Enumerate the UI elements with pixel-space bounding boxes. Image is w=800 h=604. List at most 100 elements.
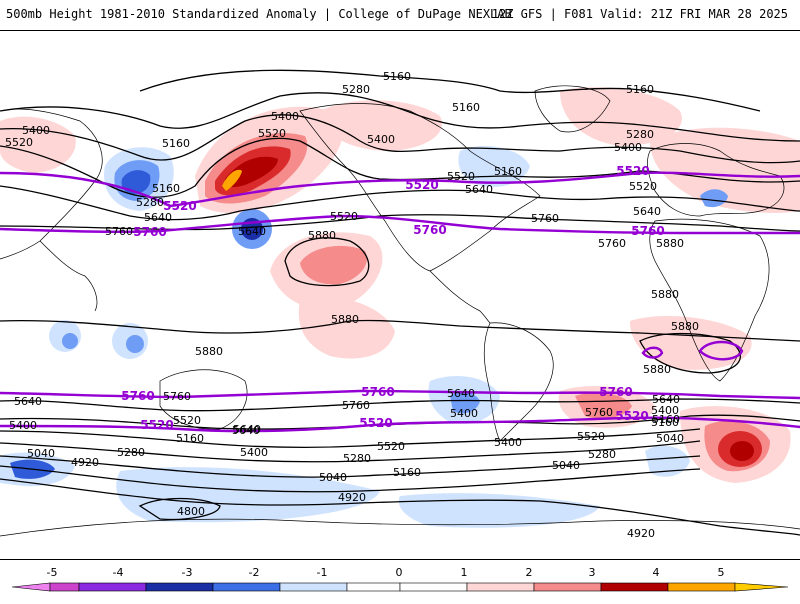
colorbar-segments	[11, 582, 789, 592]
anomaly-pos-north-atlantic	[560, 87, 682, 146]
contour-label: 5400	[22, 124, 50, 137]
colorbar-tick-label: -5	[47, 566, 58, 579]
anomaly-neg-southern-ocean-east	[645, 445, 690, 477]
map-title: 500mb Height 1981-2010 Standardized Anom…	[6, 7, 512, 21]
height-contours-purple	[0, 171, 800, 433]
contour-label: 5040	[656, 432, 684, 445]
contour-label: 5880	[195, 345, 223, 358]
anomaly-neg-nw-pacific-3	[121, 170, 151, 194]
contour-label: 4920	[338, 491, 366, 504]
colorbar-arrow-left	[11, 582, 51, 592]
coastline-europe	[647, 143, 785, 217]
contour-label: 5640	[238, 225, 266, 238]
anomaly-neg-indian-ocean-1-core	[62, 333, 78, 349]
colorbar-tick-label: -3	[182, 566, 193, 579]
purple-contour-label: 5520	[616, 164, 649, 178]
contour-label: 5880	[308, 229, 336, 242]
contour-label: 5160	[152, 182, 180, 195]
contour-label: 5880	[643, 363, 671, 376]
anomaly-neg-indian-ocean-2-core	[126, 335, 144, 353]
contour-5400-north	[0, 114, 800, 164]
purple-5520-africa-loop-2	[698, 340, 744, 361]
contour-label: 5880	[331, 313, 359, 326]
contour-label: 5640	[633, 205, 661, 218]
contour-label: 5280	[342, 83, 370, 96]
contour-label: 5520	[447, 170, 475, 183]
contour-label: 5040	[552, 459, 580, 472]
contour-label: 5880	[656, 237, 684, 250]
colorbar-ticks: -5 -4 -3 -2 -1 0 1 2 3 4 5	[47, 566, 725, 579]
colorbar-seg-pos15	[466, 582, 535, 592]
colorbar-seg-pos45	[667, 582, 736, 592]
contour-5640-south	[0, 398, 800, 412]
contour-label: 5280	[117, 446, 145, 459]
contour-5040-south	[0, 465, 701, 493]
purple-5760-north	[0, 214, 800, 235]
colorbar-seg-neg15	[279, 582, 348, 592]
contour-label: 5280	[343, 452, 371, 465]
contour-labels-black: 5160 5160 5280 5400 5520 5400 5160 5400 …	[5, 70, 699, 540]
anomaly-pos-s-atlantic-2	[575, 392, 632, 419]
anomaly-neg-europe-small	[700, 189, 728, 208]
contour-label: 5640	[465, 183, 493, 196]
anomaly-pos-asia-edge	[0, 116, 76, 173]
contour-5880-tropics	[0, 319, 800, 342]
contour-label: 5160	[393, 466, 421, 479]
contour-label: 5520	[5, 136, 33, 149]
contour-5160-north	[139, 69, 761, 112]
contour-label: 5760	[585, 406, 613, 419]
coastline-greenland	[534, 85, 611, 133]
contour-label: 5400	[450, 407, 478, 420]
contour-label: 5640	[233, 423, 261, 436]
contour-label: 5400	[271, 110, 299, 123]
anomaly-neg-southern-ocean	[116, 467, 380, 523]
contour-label: 5280	[136, 196, 164, 209]
purple-5520-africa-loop-1	[641, 346, 664, 359]
contour-label: 5760	[105, 225, 133, 238]
contour-label: 5400	[367, 133, 395, 146]
contour-4920-south	[0, 478, 800, 536]
colorbar-seg-neg45	[78, 582, 147, 592]
contour-label: 5400	[240, 446, 268, 459]
contour-label: 5520	[258, 127, 286, 140]
contour-label: 5760	[531, 212, 559, 225]
anomaly-colorbar: -5 -4 -3 -2 -1 0 1 2 3 4 5	[0, 560, 800, 600]
contour-label: 5160	[626, 83, 654, 96]
colorbar-seg-neg05	[346, 582, 401, 592]
contour-label: 5640	[652, 393, 680, 406]
purple-contour-label: 5520	[163, 199, 196, 213]
contour-label: 5160	[452, 101, 480, 114]
coastline-antarctica	[0, 518, 800, 537]
purple-contour-label: 5520	[140, 418, 173, 432]
contour-label: 5760	[342, 399, 370, 412]
contour-label: 5160	[162, 137, 190, 150]
contour-label: 5040	[319, 471, 347, 484]
anomaly-pos-ne-pacific-4	[225, 156, 278, 188]
contour-label: 5520	[330, 210, 358, 223]
contour-5520-north	[0, 137, 800, 198]
contour-labels-purple: 5520 5760 5520 5760 5520 5760 5760 5520 …	[121, 164, 664, 432]
coastline-south-america	[483, 322, 554, 442]
contour-label: 5640	[232, 424, 260, 437]
contour-label: 4800	[177, 505, 205, 518]
purple-contour-label: 5520	[405, 178, 438, 192]
contour-label: 5160	[652, 413, 680, 426]
purple-5520-south	[0, 416, 800, 433]
contour-5400-south	[0, 428, 701, 449]
coastline-se-asia	[39, 240, 98, 312]
purple-contour-label: 5760	[413, 223, 446, 237]
contour-5280-south	[0, 440, 701, 463]
contour-5880-africa	[639, 332, 742, 374]
colorbar-seg-pos25	[533, 582, 602, 592]
anomaly-pos-central-pacific-2	[300, 245, 368, 285]
colorbar-arrow-right	[734, 582, 789, 592]
colorbar-tick-label: 2	[526, 566, 533, 579]
purple-contour-label: 5760	[631, 224, 664, 238]
purple-5760-south	[0, 389, 800, 400]
anomaly-pos-s-pacific	[298, 297, 395, 359]
anomaly-pos-europe	[650, 127, 800, 213]
contour-label: 5160	[494, 165, 522, 178]
contour-label: 5160	[651, 416, 679, 429]
contour-label: 5880	[671, 320, 699, 333]
contour-label: 5520	[377, 440, 405, 453]
